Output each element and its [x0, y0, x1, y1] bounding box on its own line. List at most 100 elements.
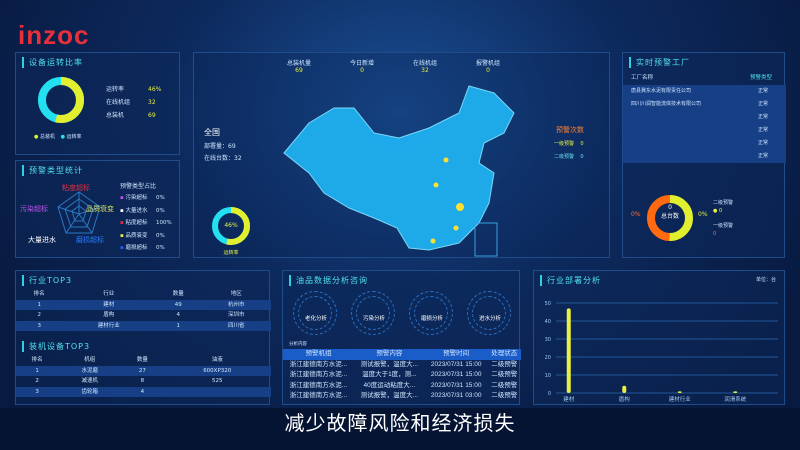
- map-stat: 今日新增 0: [337, 58, 387, 74]
- analysis-label: 老化分析: [304, 316, 327, 322]
- column-header: 预警机组: [305, 350, 332, 358]
- ratio-label: 总装机: [106, 112, 125, 119]
- ratio-row: 运转率 46%: [106, 83, 166, 96]
- warn-count-title: 预警次数: [556, 126, 584, 134]
- right-pct: 0%: [698, 211, 708, 218]
- factory-list: 唐县冀东水泥有限责任公司 正常 四川川润智能流体技术有限公司 正常 正常 正常 正常 正常: [623, 85, 786, 163]
- table-cell: 1: [16, 299, 63, 310]
- ratio-donut: [38, 77, 84, 123]
- table-cell: 二级预警: [491, 392, 518, 400]
- factory-row[interactable]: 唐县冀东水泥有限责任公司 正常: [623, 85, 786, 98]
- stat-value: 0: [360, 67, 364, 74]
- table-row[interactable]: 3 齿轮箱 4: [16, 386, 271, 397]
- analysis-label: 磨损分析: [420, 316, 443, 322]
- table-row[interactable]: 浙江建德南方水泥... 温度大于1度，测... 2023/07/31 15:00 二级…: [283, 370, 521, 381]
- equipment-table: 排名 机组 数量 油液 1 水泥磨 27 600XP320 2 减速机 8 525 3 齿轮箱 4: [16, 355, 271, 397]
- column-header: 预警时间: [443, 350, 470, 358]
- gauge-value: 46%: [224, 222, 238, 229]
- table-cell: 2023/07/31 03:00: [430, 392, 482, 400]
- bar-chart: 0 10 20 30 40 50 建材 盾构 建材行业 润滑系统: [545, 301, 778, 403]
- table-cell: 二级预警: [491, 371, 518, 379]
- warntype-label: 污染超标: [125, 195, 148, 201]
- table-cell: 建材行业: [62, 320, 156, 331]
- factory-row[interactable]: 正常: [623, 124, 786, 137]
- warntype-value: 0%: [156, 245, 165, 251]
- column-header: 行业: [103, 291, 115, 298]
- warntype-item: ▪ 污染超标 0%: [120, 192, 165, 205]
- table-cell: 2023/07/31 15:00: [430, 371, 482, 379]
- warntype-list: ▪ 污染超标 0% ▪ 大量进水 0% ▪ 粘度超标 100% ▪ 品质衰变 0% ▪ 磨损超标…: [120, 192, 172, 255]
- table-cell: 1: [155, 320, 202, 331]
- table-row[interactable]: 浙江建德南方水泥... 40度运动粘度大... 2023/07/31 15:00 二级…: [283, 381, 521, 392]
- region-name: 全国: [204, 128, 220, 137]
- radar-label: 污染超标: [20, 205, 48, 213]
- ratio-value: 46%: [148, 86, 162, 93]
- column-header: 预警内容: [376, 350, 403, 358]
- ratio-stats: 运转率 46% 在线机组 32 总装机 69: [106, 83, 166, 122]
- gauge-donut: [212, 207, 250, 245]
- x-tick-label: 建材: [563, 395, 575, 403]
- analysis-label: 污染分析: [362, 316, 385, 322]
- warntype-value: 0%: [156, 195, 165, 201]
- factory-header-status: 预警类型: [750, 75, 773, 81]
- table-cell: 600XP320: [163, 365, 271, 376]
- table-cell: 4: [121, 386, 164, 397]
- bar-chart-panel: 行业部署分析 单位：台 0 10 20 30 40 50 建材 盾构 建材行业 润滑系统: [533, 270, 785, 405]
- stat-value: 0: [486, 67, 490, 74]
- table-row[interactable]: 1 水泥磨 27 600XP320: [16, 365, 271, 376]
- online-count: 在线台数：32: [204, 155, 242, 162]
- column-header: 机组: [84, 357, 96, 364]
- total-donut: [647, 195, 693, 241]
- warn-label: 一级预警: [554, 141, 575, 147]
- table-cell: 深圳市: [227, 312, 245, 319]
- factory-status: 正常: [758, 114, 769, 120]
- table-header: 排名 机组 数量 油液: [16, 355, 271, 366]
- factory-row[interactable]: 正常: [623, 111, 786, 124]
- gauge-label: 运转率: [223, 250, 239, 256]
- oil-panel: 油品数据分析咨询 老化分析 污染分析 磨损分析 进水分析 分析内容 预警机组 预警内容预…: [282, 270, 521, 405]
- radar-label: 粘度超标: [62, 184, 90, 192]
- warntype-label: 磨损超标: [125, 245, 148, 251]
- factory-row[interactable]: 四川川润智能流体技术有限公司 正常: [623, 98, 786, 111]
- table-cell: 水泥磨: [58, 365, 122, 376]
- map-stat: 报警机组 0: [463, 58, 513, 74]
- stat-value: 32: [421, 67, 429, 74]
- table-cell: 2: [37, 312, 41, 319]
- table-row[interactable]: 2 减速机 8 525: [16, 376, 271, 387]
- ratio-value: 69: [148, 112, 156, 119]
- table-cell: 齿轮箱: [58, 386, 122, 397]
- table-cell: 温度大于1度，测...: [362, 371, 417, 379]
- radar-label: 磨损超标: [76, 236, 104, 244]
- analysis-button[interactable]: 污染分析: [351, 291, 395, 335]
- column-header: 排名: [31, 357, 43, 364]
- table-cell: 40度运动粘度大...: [363, 381, 416, 389]
- table-cell: 27: [121, 365, 164, 376]
- ratio-label: 在线机组: [106, 99, 131, 106]
- table-row[interactable]: 3 建材行业 1 四川省: [16, 320, 271, 331]
- y-tick-label: 30: [545, 337, 551, 343]
- table-cell: 盾构: [103, 312, 115, 319]
- factory-row[interactable]: 正常: [623, 150, 786, 163]
- ratio-row: 在线机组 32: [106, 96, 166, 109]
- china-map[interactable]: [279, 78, 519, 258]
- bar: [566, 308, 571, 393]
- warntype-item: ▪ 大量进水 0%: [120, 205, 165, 218]
- bar: [733, 391, 738, 393]
- ratio-panel: 设备运转比率 ● 总装机 ● 运转率 运转率 46% 在线机组 32 总装机 69: [15, 52, 180, 155]
- bullet-icon: ▪: [120, 207, 124, 214]
- table-row[interactable]: 1 建材 49 杭州市: [16, 299, 271, 310]
- chart-title: 行业部署分析: [540, 275, 601, 286]
- table-cell: 浙江建德南方水泥...: [289, 381, 348, 389]
- analysis-button[interactable]: 老化分析: [293, 291, 337, 335]
- factory-row[interactable]: 正常: [623, 137, 786, 150]
- analysis-button[interactable]: 磨损分析: [409, 291, 453, 335]
- warn-value: 0: [580, 154, 584, 160]
- table-header: 预警机组 预警内容 预警时间 处理状态: [283, 349, 521, 360]
- table-row[interactable]: 浙江建德南方水泥... 测试报警，温度大... 2023/07/31 15:00 二级…: [283, 360, 521, 371]
- warntype-label: 大量进水: [125, 207, 148, 214]
- table-row[interactable]: 浙江建德南方水泥... 测试报警，温度大... 2023/07/31 03:00 二级…: [283, 391, 521, 402]
- warn-label: 二级预警: [554, 154, 575, 160]
- analysis-button[interactable]: 进水分析: [467, 291, 511, 335]
- table-row[interactable]: 2 盾构 4 深圳市: [16, 310, 271, 321]
- warntype-label: 粘度超标: [125, 220, 148, 226]
